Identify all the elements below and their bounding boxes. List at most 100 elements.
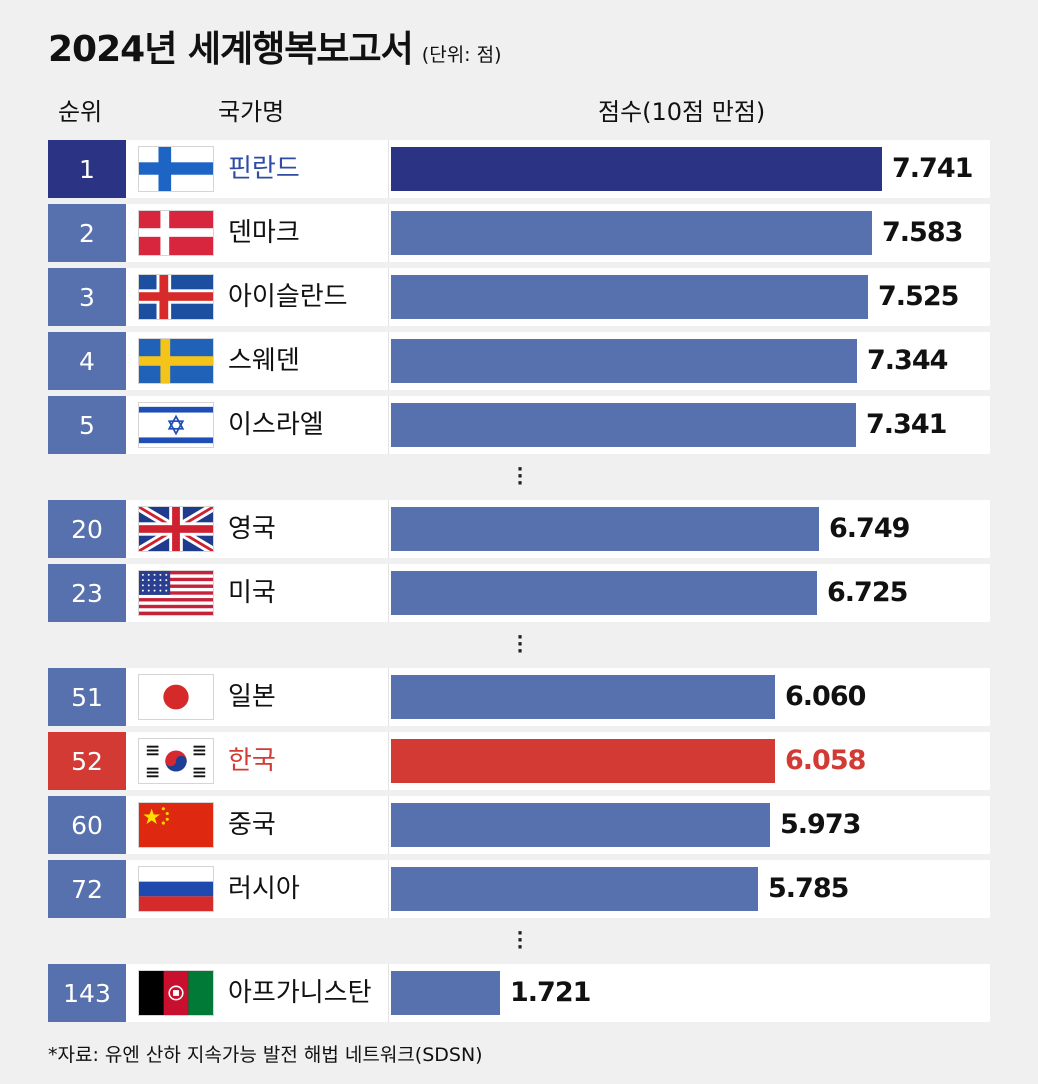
score-bar [391, 403, 856, 447]
rank-cell: 2 [48, 204, 126, 262]
country-name: 이스라엘 [228, 410, 324, 440]
country-name: 아프가니스탄 [228, 978, 372, 1008]
score-value-label: 7.341 [866, 409, 947, 440]
bar-cell: 7.583 [388, 204, 990, 262]
chart-row: 51 일본 6.060 [48, 668, 990, 726]
rank-cell: 60 [48, 796, 126, 854]
bar-cell: 6.749 [388, 500, 990, 558]
chart-row: 52 한국 6.058 [48, 732, 990, 790]
rank-cell: 51 [48, 668, 126, 726]
score-value-label: 6.060 [785, 681, 866, 712]
country-cell: 아프가니스탄 [126, 964, 388, 1022]
score-value-label: 1.721 [510, 977, 591, 1008]
country-name: 덴마크 [228, 218, 300, 248]
chart-row: 60 중국 5.973 [48, 796, 990, 854]
rank-cell: 4 [48, 332, 126, 390]
score-value-label: 7.525 [878, 281, 959, 312]
chart-row: 72 러시아 5.785 [48, 860, 990, 918]
score-bar [391, 147, 882, 191]
country-cell: 영국 [126, 500, 388, 558]
rank-cell: 23 [48, 564, 126, 622]
ellipsis-separator: · · · [516, 627, 524, 662]
score-bar [391, 507, 819, 551]
country-name: 일본 [228, 682, 276, 712]
chart-row: 5 이스라엘 7.341 [48, 396, 990, 454]
score-value-label: 6.749 [829, 513, 910, 544]
sweden-flag-icon [138, 338, 214, 384]
country-name: 중국 [228, 810, 276, 840]
country-cell: 미국 [126, 564, 388, 622]
score-bar [391, 675, 775, 719]
rank-cell: 5 [48, 396, 126, 454]
score-value-label: 6.725 [827, 577, 908, 608]
score-value-label: 7.583 [882, 217, 963, 248]
country-cell: 아이슬란드 [126, 268, 388, 326]
country-name: 아이슬란드 [228, 282, 348, 312]
score-bar [391, 275, 868, 319]
country-name: 러시아 [228, 874, 300, 904]
korea-flag-icon [138, 738, 214, 784]
russia-flag-icon [138, 866, 214, 912]
country-cell: 이스라엘 [126, 396, 388, 454]
country-name: 한국 [228, 746, 276, 776]
country-cell: 덴마크 [126, 204, 388, 262]
rank-column-header: 순위 [58, 98, 103, 126]
country-name: 미국 [228, 578, 276, 608]
usa-flag-icon [138, 570, 214, 616]
chart-row: 23 미국 6.725 [48, 564, 990, 622]
rank-cell: 143 [48, 964, 126, 1022]
country-cell: 스웨덴 [126, 332, 388, 390]
rank-cell: 20 [48, 500, 126, 558]
rank-cell: 52 [48, 732, 126, 790]
country-cell: 러시아 [126, 860, 388, 918]
ellipsis-separator: · · · [516, 459, 524, 494]
rank-cell: 3 [48, 268, 126, 326]
rank-cell: 72 [48, 860, 126, 918]
bar-cell: 5.973 [388, 796, 990, 854]
bar-cell: 7.525 [388, 268, 990, 326]
unit-label: (단위: 점) [421, 44, 502, 66]
chart-row: 20 영국 6.749 [48, 500, 990, 558]
israel-flag-icon [138, 402, 214, 448]
score-value-label: 5.973 [780, 809, 861, 840]
score-value-label: 7.344 [867, 345, 948, 376]
uk-flag-icon [138, 506, 214, 552]
chart-row: 3 아이슬란드 7.525 [48, 268, 990, 326]
bar-cell: 7.344 [388, 332, 990, 390]
score-bar [391, 971, 500, 1015]
bar-cell: 6.725 [388, 564, 990, 622]
score-bar [391, 339, 857, 383]
score-column-header: 점수(10점 만점) [598, 98, 766, 126]
country-name: 스웨덴 [228, 346, 300, 376]
finland-flag-icon [138, 146, 214, 192]
score-bar [391, 739, 775, 783]
bar-cell: 7.741 [388, 140, 990, 198]
country-name: 핀란드 [228, 154, 300, 184]
china-flag-icon [138, 802, 214, 848]
country-column-header: 국가명 [218, 98, 285, 126]
chart-row: 1 핀란드 7.741 [48, 140, 990, 198]
score-bar [391, 803, 770, 847]
afghanistan-flag-icon [138, 970, 214, 1016]
iceland-flag-icon [138, 274, 214, 320]
bar-cell: 7.341 [388, 396, 990, 454]
score-value-label: 7.741 [892, 153, 973, 184]
chart-row: 2 덴마크 7.583 [48, 204, 990, 262]
score-bar [391, 211, 872, 255]
bar-cell: 6.060 [388, 668, 990, 726]
score-bar [391, 867, 758, 911]
country-name: 영국 [228, 514, 276, 544]
denmark-flag-icon [138, 210, 214, 256]
country-cell: 중국 [126, 796, 388, 854]
chart-title: 2024년 세계행복보고서 [48, 29, 414, 70]
score-bar [391, 571, 817, 615]
country-cell: 핀란드 [126, 140, 388, 198]
country-cell: 한국 [126, 732, 388, 790]
chart-title-block: 2024년 세계행복보고서 (단위: 점) [48, 20, 502, 72]
bar-cell: 6.058 [388, 732, 990, 790]
source-note: *자료: 유엔 산하 지속가능 발전 해법 네트워크(SDSN) [48, 1044, 483, 1066]
score-value-label: 6.058 [785, 745, 866, 776]
bar-cell: 1.721 [388, 964, 990, 1022]
score-value-label: 5.785 [768, 873, 849, 904]
country-cell: 일본 [126, 668, 388, 726]
